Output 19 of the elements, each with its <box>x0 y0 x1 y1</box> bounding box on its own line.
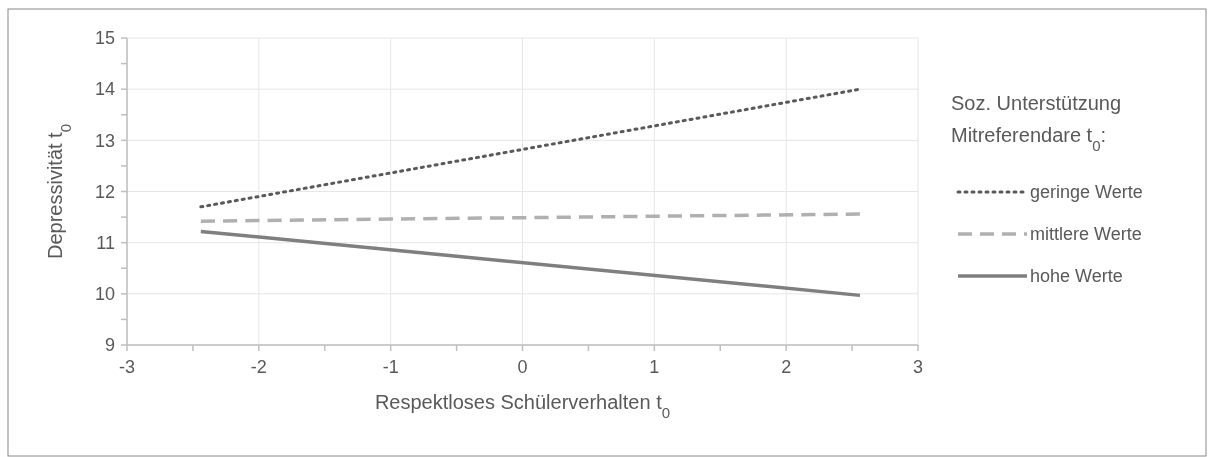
y-tick-label: 10 <box>94 284 115 305</box>
legend-label: hohe Werte <box>1030 266 1123 287</box>
y-tick-label: 14 <box>94 79 115 100</box>
x-tick-label: 3 <box>912 357 924 377</box>
x-tick-label: 1 <box>649 357 660 377</box>
x-tick-label: 0 <box>517 357 528 377</box>
x-tick-label: -3 <box>118 357 136 377</box>
legend-label: geringe Werte <box>1030 182 1143 203</box>
y-tick-label: 9 <box>104 335 115 356</box>
legend-label: mittlere Werte <box>1030 224 1142 245</box>
x-axis-title: Respektloses Schülerverhalten t$_{0}$ <box>374 391 671 421</box>
legend-title: Soz. Unterstützung Mitreferendare t$_{0}$: <box>951 92 1122 154</box>
y-tick-label: 11 <box>96 232 115 253</box>
y-tick-label: 13 <box>94 130 115 151</box>
x-tick-label: 2 <box>781 357 792 377</box>
x-tick-label: -1 <box>382 357 399 377</box>
y-tick-label: 12 <box>94 181 115 202</box>
x-tick-label: -2 <box>250 357 267 377</box>
y-tick-label: 15 <box>94 28 115 49</box>
